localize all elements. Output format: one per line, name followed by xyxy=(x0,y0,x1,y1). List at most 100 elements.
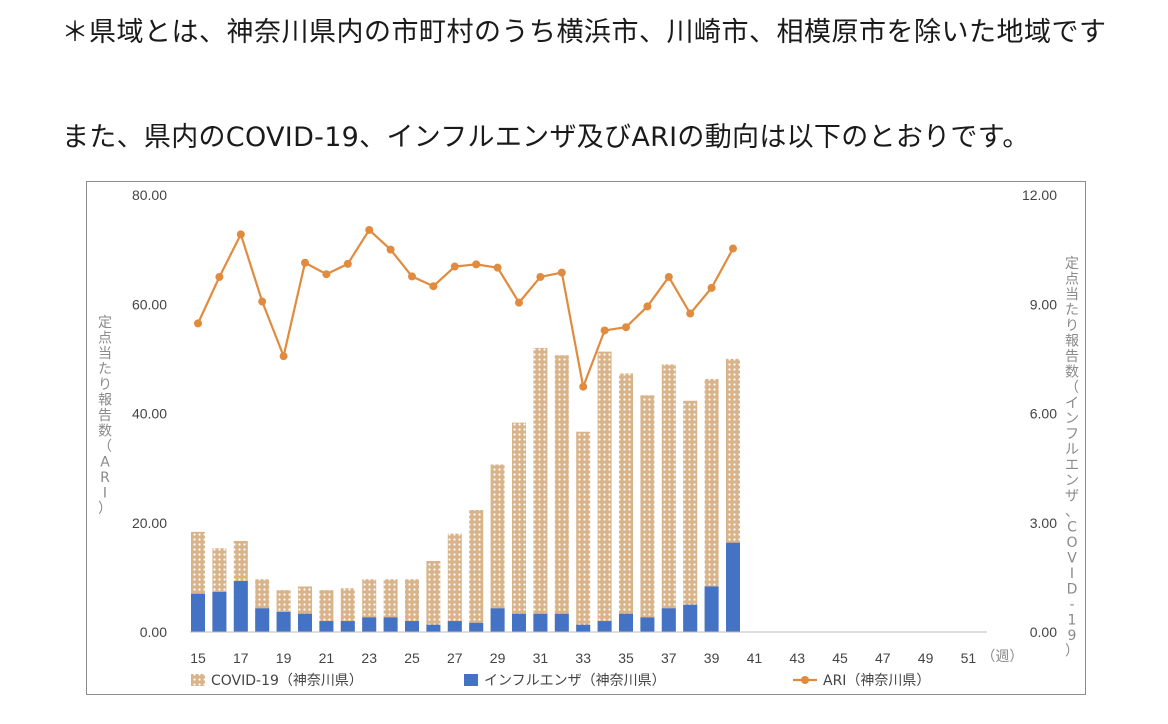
ari-point xyxy=(664,272,673,281)
ari-point xyxy=(301,258,309,267)
y-right-tick-label: 6.00 xyxy=(1030,406,1057,422)
y-right-tick-label: 12.00 xyxy=(1022,187,1057,203)
covid-bar xyxy=(447,533,462,632)
x-axis: 15 17 19 21 23 25 27 29 31 33 35 37 39 41 43 45 47 49 51 （週… xyxy=(190,631,1023,666)
x-axis-unit: （週） xyxy=(981,649,1023,665)
ari-point xyxy=(194,319,202,328)
legend-influenza-label: インフルエンザ（神奈川県） xyxy=(484,673,666,689)
x-tick-label: 23 xyxy=(361,650,377,666)
ari-point xyxy=(557,268,566,277)
covid-bar xyxy=(576,431,591,632)
covid-bar xyxy=(533,347,548,632)
influenza-bar xyxy=(405,621,419,632)
covid-bar xyxy=(704,378,719,632)
x-tick-label: 31 xyxy=(533,650,549,666)
x-tick-label: 21 xyxy=(319,650,335,666)
y-left-tick-label: 0.00 xyxy=(140,624,167,640)
ari-point xyxy=(493,263,502,272)
ari-point xyxy=(322,270,331,279)
ari-point xyxy=(707,283,716,292)
y-left-tick-label: 80.00 xyxy=(132,187,167,203)
covid-bar xyxy=(597,351,612,632)
x-tick-label: 41 xyxy=(747,650,763,666)
x-tick-label: 29 xyxy=(490,650,506,666)
trend-chart: 0.00 20.00 40.00 60.00 80.00 0.00 3.00 6.00 9.0… xyxy=(98,187,1079,689)
influenza-bar xyxy=(191,593,205,632)
ari-point xyxy=(258,297,267,306)
ari-point xyxy=(236,230,245,239)
influenza-bar xyxy=(619,613,633,632)
covid-bar xyxy=(683,400,698,632)
bar-series xyxy=(191,347,740,632)
y-right-tick-label: 9.00 xyxy=(1030,296,1057,312)
ari-point xyxy=(686,309,695,318)
ari-point xyxy=(365,225,374,234)
x-tick-label: 43 xyxy=(789,650,805,666)
x-tick-label: 25 xyxy=(404,650,420,666)
covid-bar xyxy=(490,464,505,632)
influenza-bar xyxy=(426,624,441,632)
region-note: ＊県域とは、神奈川県内の市町村のうち横浜市、川崎市、相模原市を除いた地域です xyxy=(61,17,1107,48)
covid-bar xyxy=(554,355,569,632)
y-right-tick-label: 0.00 xyxy=(1030,624,1057,640)
influenza-bar xyxy=(704,586,719,632)
trend-lead-text: また、県内のCOVID-19、インフルエンザ及びARIの動向は以下のとおりです。 xyxy=(62,122,1030,153)
influenza-bar xyxy=(447,621,462,632)
x-tick-label: 27 xyxy=(447,650,463,666)
influenza-bar xyxy=(319,621,334,632)
ari-point xyxy=(643,302,652,311)
y-left-tick-label: 20.00 xyxy=(132,515,167,531)
covid-bar xyxy=(512,422,526,632)
influenza-bar xyxy=(233,581,248,632)
x-tick-label: 17 xyxy=(233,650,249,666)
legend-influenza-swatch xyxy=(464,674,478,686)
influenza-bar xyxy=(533,613,548,632)
influenza-bar xyxy=(512,613,526,632)
x-tick-label: 37 xyxy=(661,650,677,666)
y-left-tick-label: 60.00 xyxy=(132,296,167,312)
influenza-bar xyxy=(597,621,612,632)
ari-point xyxy=(429,282,438,291)
ari-point xyxy=(729,244,737,253)
ari-point xyxy=(279,352,288,361)
x-tick-label: 47 xyxy=(875,650,891,666)
ari-point xyxy=(579,382,588,391)
covid-bar xyxy=(426,560,441,632)
influenza-bar xyxy=(490,608,505,632)
influenza-bar xyxy=(340,621,355,632)
y-right-tick-label: 3.00 xyxy=(1030,515,1057,531)
ari-point xyxy=(408,272,416,281)
ari-point xyxy=(215,272,224,281)
legend-ari-label: ARI（神奈川県） xyxy=(823,673,930,689)
covid-bar xyxy=(640,395,655,632)
ari-point xyxy=(515,298,523,307)
influenza-bar xyxy=(383,617,398,632)
x-tick-label: 15 xyxy=(190,650,206,666)
x-tick-label: 51 xyxy=(961,650,977,666)
ari-point xyxy=(472,260,481,269)
legend-ari-marker xyxy=(801,676,809,684)
legend-covid-label: COVID-19（神奈川県） xyxy=(211,673,363,689)
y-left-axis-title: 定点当たり報告数（ A R I） xyxy=(98,315,112,517)
x-tick-label: 45 xyxy=(832,650,848,666)
influenza-bar xyxy=(255,608,270,632)
influenza-bar xyxy=(576,624,591,632)
influenza-bar xyxy=(469,622,484,632)
influenza-bar xyxy=(276,611,291,632)
influenza-bar xyxy=(298,613,312,632)
covid-bar xyxy=(405,579,419,632)
x-tick-label: 39 xyxy=(704,650,720,666)
ari-point xyxy=(600,326,609,335)
axis-titles: 定点当たり報告数（ A R I ） 定点当たり報告数（インフルエンザ、 C O V I D -1 9） xyxy=(98,256,1079,660)
x-tick-label: 19 xyxy=(276,650,292,666)
y-left-tick-label: 40.00 xyxy=(132,406,167,422)
x-tick-label: 33 xyxy=(575,650,591,666)
trend-chart-frame: 0.00 20.00 40.00 60.00 80.00 0.00 3.00 6.00 9.0… xyxy=(86,181,1086,695)
influenza-bar xyxy=(554,613,569,632)
ari-point xyxy=(536,272,545,281)
influenza-bar xyxy=(362,617,377,632)
ari-line-series xyxy=(194,225,737,391)
legend-covid-swatch xyxy=(191,674,205,686)
y-axis-left: 0.00 20.00 40.00 60.00 80.00 xyxy=(132,187,167,640)
influenza-bar xyxy=(640,617,655,632)
